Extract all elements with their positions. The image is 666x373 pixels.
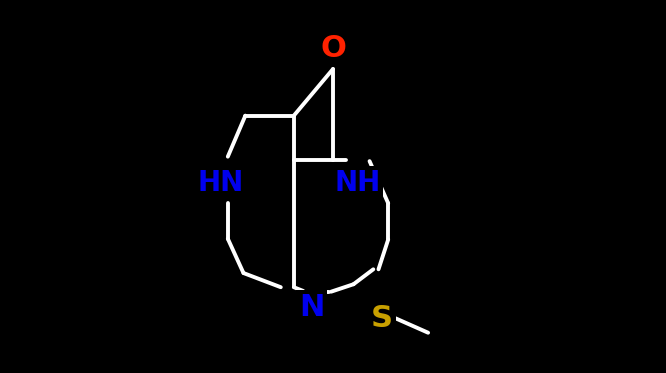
Text: N: N [299, 293, 324, 322]
Text: NH: NH [334, 169, 380, 197]
Text: S: S [370, 304, 392, 333]
Text: O: O [320, 34, 346, 63]
Text: HN: HN [197, 169, 244, 197]
